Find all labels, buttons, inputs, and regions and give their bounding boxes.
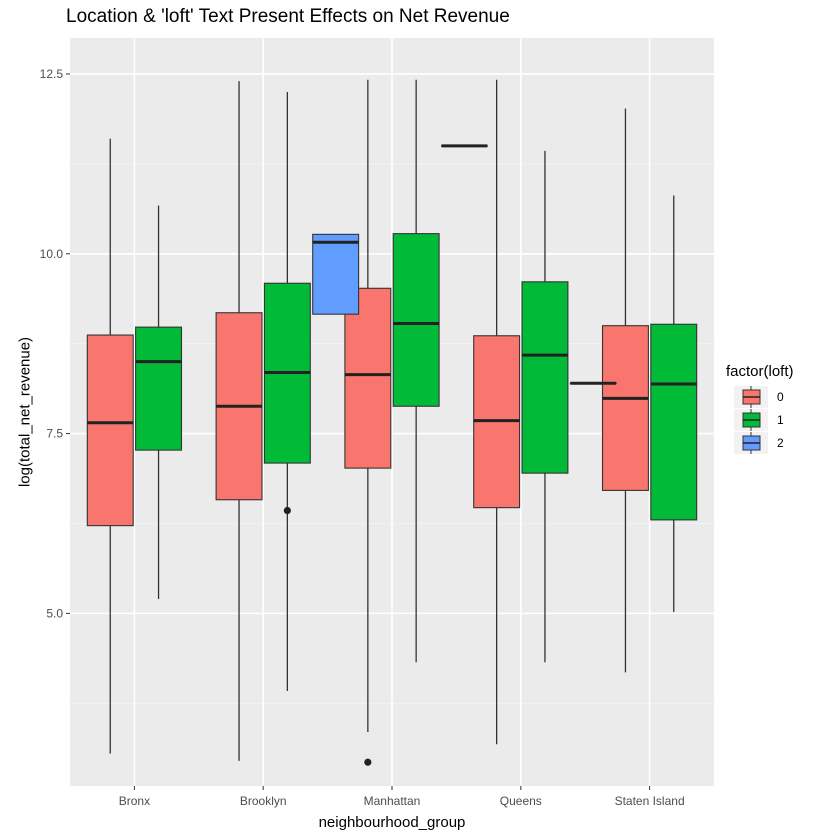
box-2-brooklyn — [312, 233, 360, 315]
y-tick-label: 12.5 — [40, 67, 64, 81]
box-0-manhattan — [344, 79, 392, 766]
x-tick-label: Bronx — [119, 794, 150, 808]
box-body — [344, 287, 392, 469]
legend-item-2: 2 — [734, 432, 784, 454]
box-body — [521, 281, 569, 474]
box-body — [392, 233, 440, 407]
chart-title: Location & 'loft' Text Present Effects o… — [66, 6, 510, 27]
box-1-staten-island — [650, 195, 698, 612]
x-tick-label: Queens — [500, 794, 542, 808]
outlier-point — [364, 758, 372, 766]
box-body — [650, 323, 698, 521]
x-axis-title: neighbourhood_group — [319, 814, 466, 831]
box-1-queens — [521, 150, 569, 663]
box-1-bronx — [135, 205, 183, 599]
x-tick-label: Manhattan — [364, 794, 421, 808]
box-0-staten-island — [601, 108, 649, 673]
y-tick-label: 10.0 — [40, 247, 64, 261]
y-axis-title: log(total_net_revenue) — [16, 337, 33, 487]
box-0-brooklyn — [215, 81, 263, 761]
legend-title: factor(loft) — [726, 363, 794, 380]
outlier-point — [283, 506, 291, 515]
legend: factor(loft) 0 1 2 — [726, 363, 794, 454]
grid-lines — [70, 38, 714, 786]
legend-label: 0 — [777, 390, 784, 404]
y-tick-label: 5.0 — [46, 606, 63, 620]
x-tick-label: Brooklyn — [240, 794, 287, 808]
box-0-bronx — [86, 138, 134, 754]
legend-label: 1 — [777, 413, 784, 427]
legend-item-1: 1 — [734, 409, 784, 431]
axis-layer: 5.0 7.5 10.0 12.5 Bronx Brooklyn Manhattan Quee… — [40, 67, 685, 808]
legend-label: 2 — [777, 436, 784, 450]
box-body — [86, 334, 134, 527]
box-body — [601, 325, 649, 491]
y-tick-label: 7.5 — [46, 427, 63, 441]
box-layer — [86, 79, 698, 766]
box-body — [312, 233, 360, 315]
box-1-brooklyn — [263, 91, 311, 692]
x-tick-label: Staten Island — [615, 794, 685, 808]
legend-item-0: 0 — [734, 386, 784, 408]
box-0-queens — [473, 79, 521, 745]
box-body — [135, 326, 183, 451]
box-1-manhattan — [392, 79, 440, 663]
